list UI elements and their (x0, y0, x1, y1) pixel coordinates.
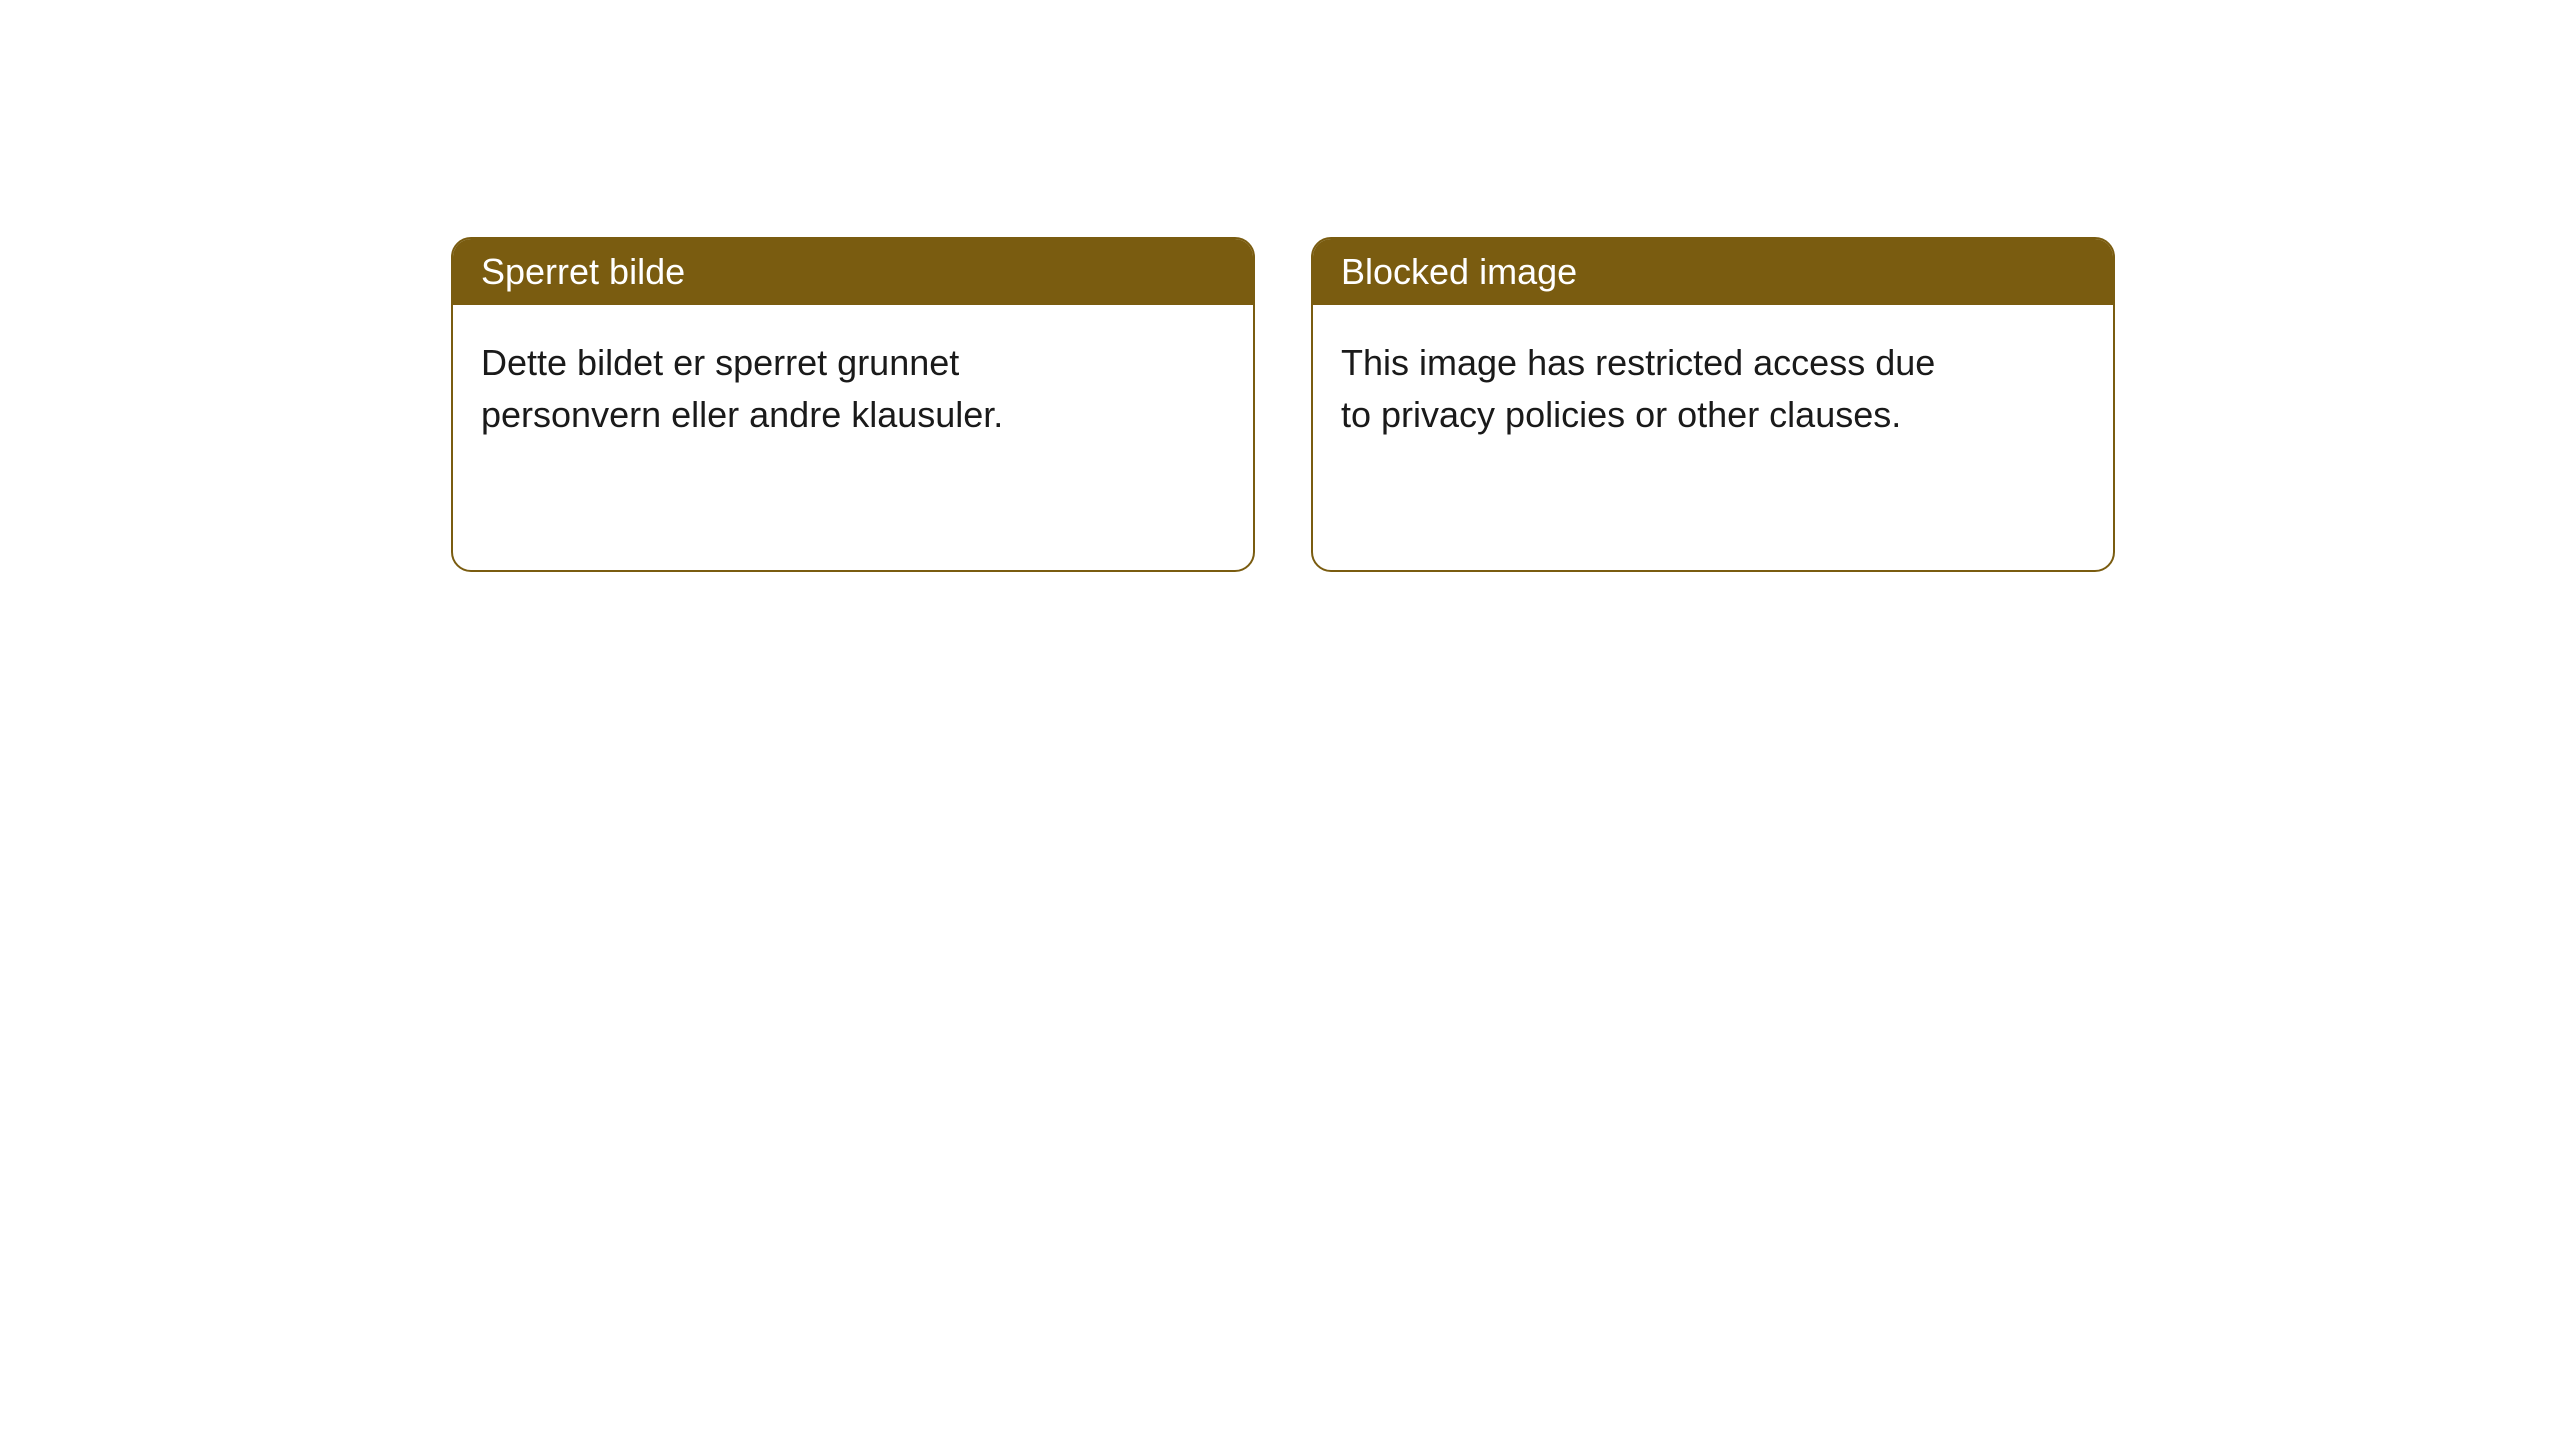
notice-title-en: Blocked image (1313, 239, 2113, 305)
notice-container: Sperret bilde Dette bildet er sperret gr… (0, 0, 2560, 572)
notice-card-en: Blocked image This image has restricted … (1311, 237, 2115, 572)
notice-body-en: This image has restricted access due to … (1313, 305, 1993, 473)
notice-card-no: Sperret bilde Dette bildet er sperret gr… (451, 237, 1255, 572)
notice-body-no: Dette bildet er sperret grunnet personve… (453, 305, 1133, 473)
notice-title-no: Sperret bilde (453, 239, 1253, 305)
